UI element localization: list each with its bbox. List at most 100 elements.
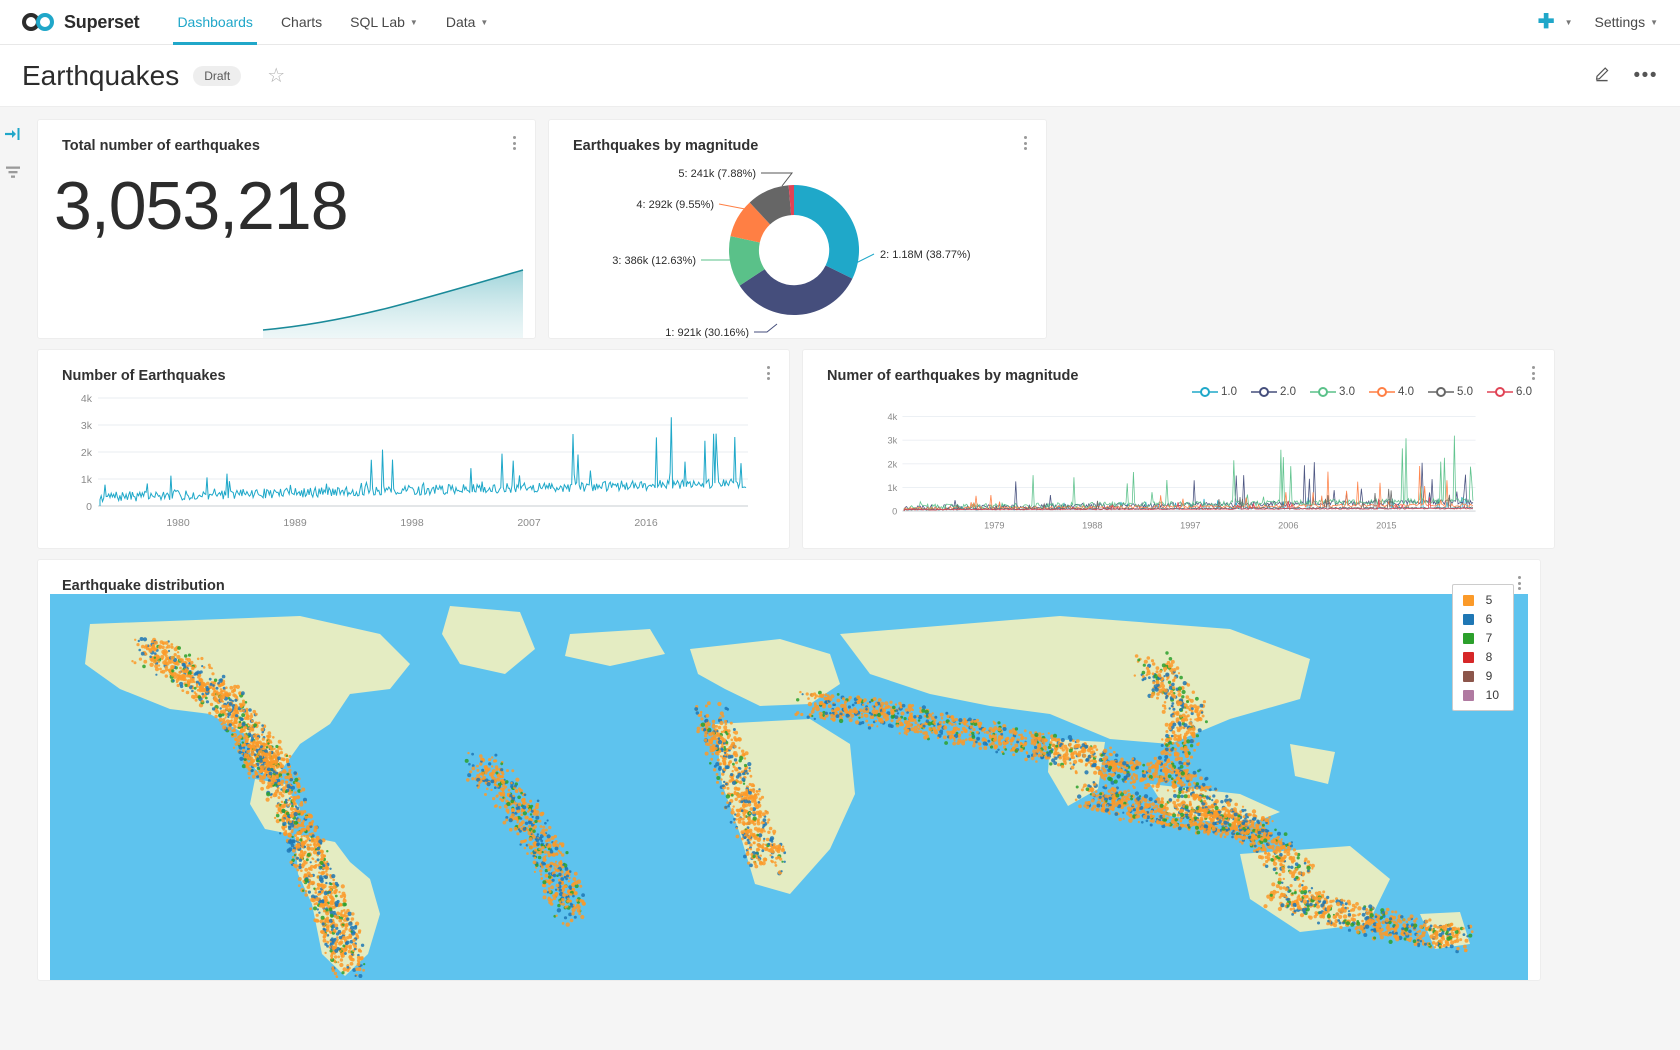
svg-text:4k: 4k xyxy=(81,393,93,405)
chevron-down-icon: ▼ xyxy=(480,17,489,27)
legend-label: 9 xyxy=(1485,669,1493,683)
nav-item-sql-lab[interactable]: SQL Lab ▼ xyxy=(336,0,432,45)
grid-row-1: Total number of earthquakes 3,053,218 Ea… xyxy=(26,108,1680,338)
card-title: Earthquakes by magnitude xyxy=(573,138,759,154)
top-navbar: Superset Dashboards Charts SQL Lab ▼ Dat… xyxy=(0,0,1680,45)
legend-item-1[interactable]: 1.0 xyxy=(1192,386,1237,398)
sparkline-chart xyxy=(262,269,524,338)
expand-panel-icon[interactable] xyxy=(4,126,22,147)
legend-swatch-5 xyxy=(1462,594,1474,606)
left-rail xyxy=(0,108,26,1050)
card-title: Earthquake distribution xyxy=(62,578,225,594)
donut-slice-5 xyxy=(749,185,792,225)
y-axis-gridlines xyxy=(902,416,1476,512)
legend-item[interactable]: 10 xyxy=(1462,688,1499,702)
map-legend: 5 6 7 8 9 xyxy=(1451,584,1514,711)
status-badge: Draft xyxy=(193,65,242,86)
card-menu-icon[interactable] xyxy=(507,134,521,152)
nav-label: Charts xyxy=(280,14,323,30)
y-axis-labels: 4k 3k 2k 1k 0 xyxy=(888,412,898,517)
nav-item-charts[interactable]: Charts xyxy=(267,0,336,45)
card-title: Numer of earthquakes by magnitude xyxy=(827,368,1079,384)
page-title: Earthquakes xyxy=(22,59,180,91)
new-item-button[interactable]: ✚ ▼ xyxy=(1538,12,1573,32)
map-canvas xyxy=(50,594,1528,980)
timeseries-chart-total: 4k 3k 2k 1k 0 1980 1989 1998 2007 2016 xyxy=(81,393,748,529)
filter-icon[interactable] xyxy=(5,165,21,184)
svg-text:0: 0 xyxy=(86,501,92,513)
chart-card-earthquakes-by-magnitude[interactable]: Earthquakes by magnitude xyxy=(549,120,1046,338)
dashboard-actions: ••• xyxy=(1594,64,1658,87)
legend-label: 8 xyxy=(1485,650,1493,664)
pencil-edit-icon[interactable] xyxy=(1594,64,1612,87)
donut-label-2: 2: 1.18M (38.77%) xyxy=(880,249,971,261)
legend-label: 6.0 xyxy=(1516,386,1532,398)
nav-item-data[interactable]: Data ▼ xyxy=(432,0,503,45)
card-menu-icon[interactable] xyxy=(761,364,775,382)
legend-label: 10 xyxy=(1485,688,1499,702)
svg-text:4k: 4k xyxy=(888,412,898,422)
legend-label: 7 xyxy=(1485,631,1493,645)
chart-card-total-earthquakes[interactable]: Total number of earthquakes 3,053,218 xyxy=(38,120,535,338)
card-menu-icon[interactable] xyxy=(1512,574,1526,592)
legend-swatch-8 xyxy=(1462,651,1474,663)
series-count xyxy=(99,417,747,506)
x-axis-labels: 1980 1989 1998 2007 2016 xyxy=(166,517,658,529)
plus-icon: ✚ xyxy=(1537,11,1555,33)
star-outline-icon[interactable]: ☆ xyxy=(267,65,286,87)
world-map[interactable] xyxy=(50,594,1528,980)
svg-text:2007: 2007 xyxy=(517,517,541,529)
legend-label: 4.0 xyxy=(1398,386,1414,398)
svg-text:2k: 2k xyxy=(888,459,898,469)
legend-item[interactable]: 6 xyxy=(1462,612,1499,626)
svg-text:3k: 3k xyxy=(81,420,93,432)
legend-item-4[interactable]: 4.0 xyxy=(1369,386,1414,398)
svg-text:2006: 2006 xyxy=(1278,521,1298,531)
chart-card-earthquake-distribution[interactable]: Earthquake distribution xyxy=(38,560,1540,980)
nav-item-dashboards[interactable]: Dashboards xyxy=(163,0,267,45)
svg-text:2015: 2015 xyxy=(1376,521,1396,531)
chevron-down-icon: ▼ xyxy=(409,17,418,27)
more-horizontal-icon[interactable]: ••• xyxy=(1633,64,1658,86)
legend-item[interactable]: 9 xyxy=(1462,669,1499,683)
legend-swatch-9 xyxy=(1462,670,1474,682)
legend-item-6[interactable]: 6.0 xyxy=(1487,386,1532,398)
legend-item[interactable]: 8 xyxy=(1462,650,1499,664)
legend-marker-icon xyxy=(1428,387,1454,397)
settings-menu[interactable]: Settings ▼ xyxy=(1594,14,1658,30)
legend-label: 6 xyxy=(1485,612,1493,626)
chart-card-earthquakes-by-magnitude-ts[interactable]: Numer of earthquakes by magnitude 1.0 2.… xyxy=(803,350,1554,548)
legend-label: 1.0 xyxy=(1221,386,1237,398)
svg-text:2016: 2016 xyxy=(634,517,658,529)
svg-text:1989: 1989 xyxy=(283,517,307,529)
brand-name: Superset xyxy=(64,11,140,32)
x-axis-labels: 1979 1988 1997 2006 2015 xyxy=(984,521,1396,531)
settings-label: Settings xyxy=(1594,14,1646,30)
donut-label-5: 5: 241k (7.88%) xyxy=(678,168,756,180)
svg-text:1988: 1988 xyxy=(1082,521,1102,531)
big-number-value: 3,053,218 xyxy=(54,168,349,244)
card-menu-icon[interactable] xyxy=(1526,364,1540,382)
legend-item-5[interactable]: 5.0 xyxy=(1428,386,1473,398)
legend-item[interactable]: 7 xyxy=(1462,631,1499,645)
superset-logo-icon xyxy=(22,12,56,32)
svg-text:1k: 1k xyxy=(81,474,93,486)
superset-brand[interactable]: Superset xyxy=(22,11,140,33)
legend-item-2[interactable]: 2.0 xyxy=(1251,386,1296,398)
svg-text:1998: 1998 xyxy=(400,517,424,529)
timeseries-chart-by-magnitude: 4k 3k 2k 1k 0 1979 1988 1997 2006 2015 xyxy=(888,412,1476,531)
legend-item-3[interactable]: 3.0 xyxy=(1310,386,1355,398)
svg-text:1k: 1k xyxy=(888,483,898,493)
svg-text:1997: 1997 xyxy=(1180,521,1200,531)
legend-marker-icon xyxy=(1192,387,1218,397)
card-menu-icon[interactable] xyxy=(1018,134,1032,152)
nav-label: Data xyxy=(445,14,476,30)
nav-label: SQL Lab xyxy=(350,14,405,30)
donut-slice-3 xyxy=(728,236,765,286)
legend-label: 3.0 xyxy=(1339,386,1355,398)
legend-swatch-10 xyxy=(1462,689,1474,701)
chevron-down-icon: ▼ xyxy=(1564,17,1573,27)
chart-card-number-of-earthquakes[interactable]: Number of Earthquakes 4k 3k 2k 1k 0 xyxy=(38,350,789,548)
svg-text:1980: 1980 xyxy=(166,517,190,529)
legend-item[interactable]: 5 xyxy=(1462,593,1499,607)
